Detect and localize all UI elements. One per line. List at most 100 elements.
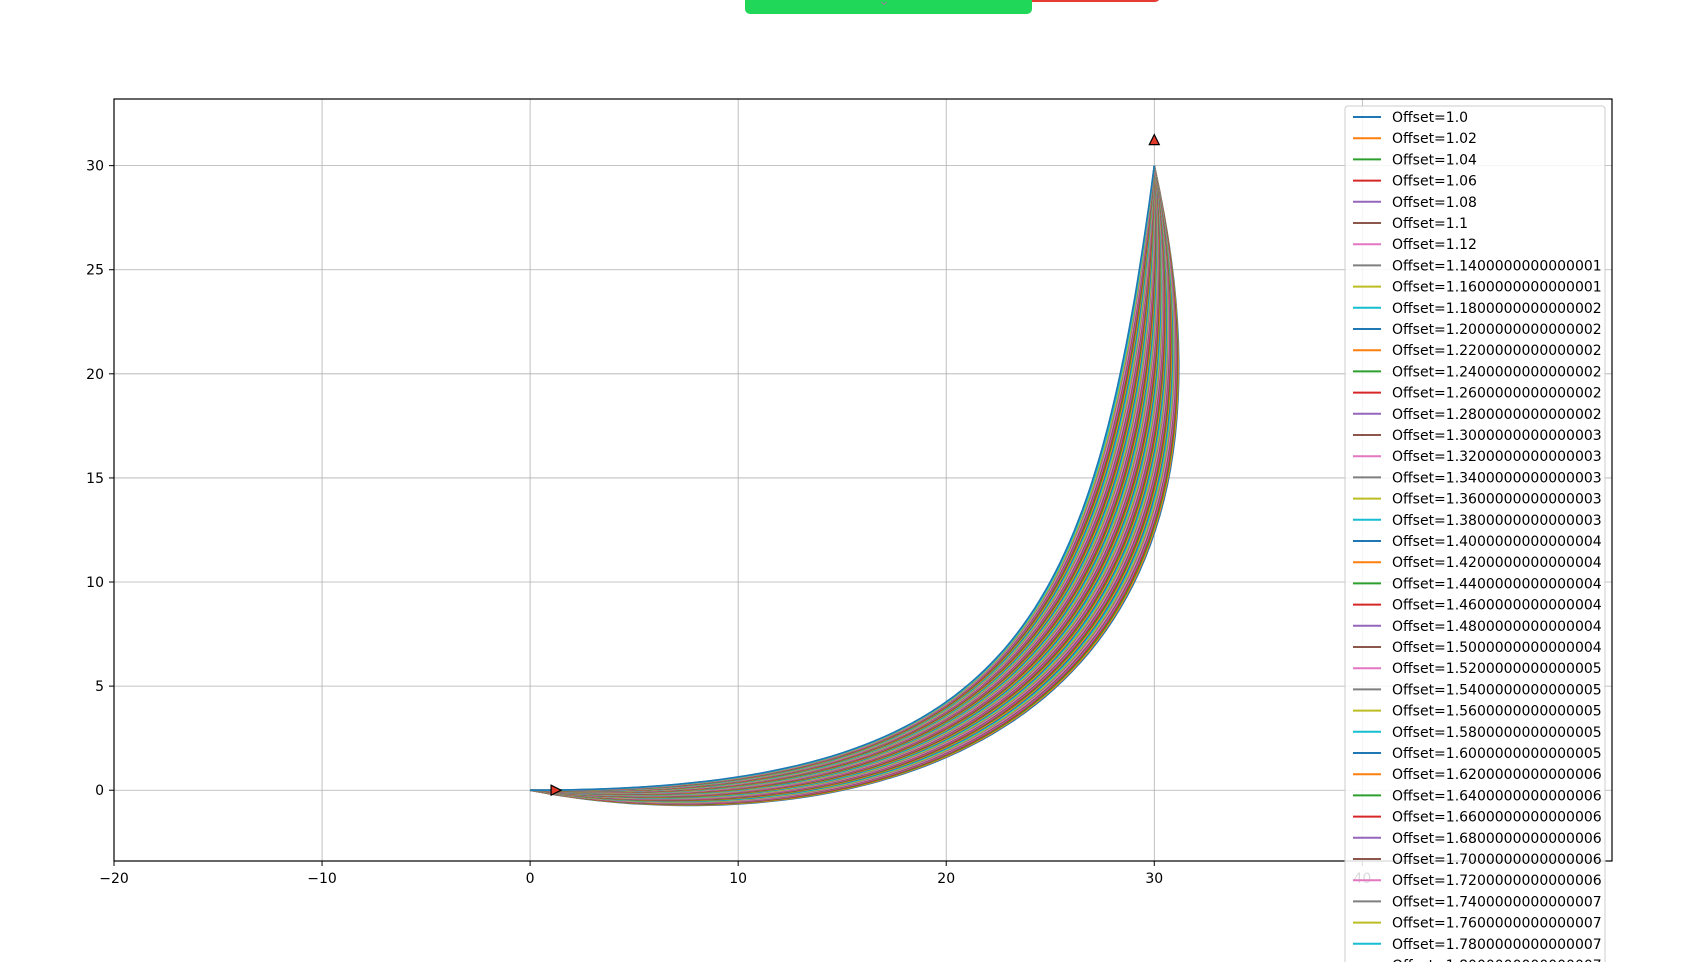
axes-frame bbox=[113, 98, 1613, 862]
series-curves bbox=[529, 165, 1180, 807]
x-axis-ticks: −20−10010203040 bbox=[99, 861, 1371, 887]
legend-label: Offset=1.2800000000000002 bbox=[1392, 407, 1602, 423]
legend-label: Offset=1.5000000000000004 bbox=[1392, 640, 1602, 656]
legend-label: Offset=1.5600000000000005 bbox=[1392, 704, 1602, 720]
series-line bbox=[530, 165, 1164, 797]
series-line bbox=[530, 165, 1156, 792]
series-line bbox=[530, 165, 1158, 794]
x-tick-label: 10 bbox=[729, 871, 747, 887]
legend-label: Offset=1.1800000000000002 bbox=[1392, 301, 1602, 317]
legend-label: Offset=1.6600000000000006 bbox=[1392, 810, 1602, 826]
y-tick-label: 30 bbox=[86, 159, 104, 175]
y-tick-label: 10 bbox=[86, 575, 104, 591]
legend-label: Offset=1.04 bbox=[1392, 152, 1477, 168]
legend-label: Offset=1.4800000000000004 bbox=[1392, 619, 1602, 635]
legend-label: Offset=1.3000000000000003 bbox=[1392, 428, 1602, 444]
series-line bbox=[529, 165, 1172, 801]
series-line bbox=[530, 165, 1163, 797]
endpoint-markers bbox=[550, 133, 1161, 797]
series-line bbox=[530, 165, 1168, 799]
series-line bbox=[530, 165, 1167, 799]
legend-label: Offset=1.1400000000000001 bbox=[1392, 258, 1602, 274]
series-line bbox=[530, 165, 1161, 796]
series-line bbox=[529, 165, 1175, 804]
series-line bbox=[529, 165, 1179, 806]
legend-label: Offset=1.1 bbox=[1392, 216, 1468, 232]
series-line bbox=[530, 165, 1165, 798]
legend-label: Offset=1.3400000000000003 bbox=[1392, 470, 1602, 486]
series-line bbox=[529, 165, 1180, 807]
x-tick-label: 20 bbox=[937, 871, 955, 887]
series-line bbox=[530, 165, 1156, 793]
legend-label: Offset=1.8000000000000007 bbox=[1392, 958, 1602, 962]
legend-label: Offset=1.7400000000000007 bbox=[1392, 894, 1602, 910]
series-line bbox=[530, 165, 1170, 800]
legend-label: Offset=1.3200000000000003 bbox=[1392, 449, 1602, 465]
legend-label: Offset=1.0 bbox=[1392, 110, 1468, 126]
series-line bbox=[530, 165, 1168, 799]
legend-label: Offset=1.6800000000000006 bbox=[1392, 831, 1602, 847]
legend-label: Offset=1.6000000000000005 bbox=[1392, 746, 1602, 762]
legend-label: Offset=1.3800000000000003 bbox=[1392, 513, 1602, 529]
series-line bbox=[530, 165, 1157, 794]
x-tick-label: 0 bbox=[526, 871, 535, 887]
legend-label: Offset=1.06 bbox=[1392, 174, 1477, 190]
y-tick-label: 20 bbox=[86, 367, 104, 383]
legend-label: Offset=1.7000000000000006 bbox=[1392, 852, 1602, 868]
series-line bbox=[529, 165, 1178, 805]
series-line bbox=[530, 165, 1156, 793]
legend-label: Offset=1.08 bbox=[1392, 195, 1477, 211]
window-tab-secondary[interactable] bbox=[1015, 0, 1160, 2]
x-tick-label: −20 bbox=[99, 871, 129, 887]
series-line bbox=[530, 165, 1161, 796]
y-tick-label: 25 bbox=[86, 263, 104, 279]
series-line bbox=[530, 165, 1157, 793]
series-line bbox=[530, 165, 1156, 793]
legend-label: Offset=1.7600000000000007 bbox=[1392, 916, 1602, 932]
window-tab-active[interactable] bbox=[745, 0, 1032, 14]
legend-label: Offset=1.4400000000000004 bbox=[1392, 576, 1602, 592]
legend-label: Offset=1.2600000000000002 bbox=[1392, 386, 1602, 402]
legend-label: Offset=1.02 bbox=[1392, 131, 1477, 147]
legend-label: Offset=1.4000000000000004 bbox=[1392, 534, 1602, 550]
series-line bbox=[530, 165, 1163, 797]
series-line bbox=[529, 165, 1174, 803]
legend-label: Offset=1.12 bbox=[1392, 237, 1477, 253]
series-line bbox=[529, 165, 1176, 804]
legend-label: Offset=1.5800000000000005 bbox=[1392, 725, 1602, 741]
legend-label: Offset=1.4600000000000004 bbox=[1392, 598, 1602, 614]
legend-label: Offset=1.2000000000000002 bbox=[1392, 322, 1602, 338]
series-line bbox=[529, 165, 1173, 802]
series-line bbox=[530, 165, 1156, 793]
series-line bbox=[530, 165, 1167, 799]
series-line bbox=[530, 165, 1162, 796]
y-tick-label: 0 bbox=[95, 783, 104, 799]
legend-label: Offset=1.6200000000000006 bbox=[1392, 767, 1602, 783]
x-tick-label: −10 bbox=[307, 871, 337, 887]
series-line bbox=[529, 165, 1172, 802]
x-tick-label: 30 bbox=[1145, 871, 1163, 887]
y-tick-label: 15 bbox=[86, 471, 104, 487]
series-line bbox=[530, 165, 1169, 800]
series-line bbox=[529, 165, 1177, 805]
series-line bbox=[530, 165, 1164, 797]
series-line bbox=[530, 165, 1156, 793]
series-line bbox=[529, 165, 1173, 802]
y-axis-ticks: 0 5 10 15 20 25 30 bbox=[86, 159, 114, 799]
legend-box bbox=[1344, 105, 1606, 962]
series-line bbox=[530, 165, 1160, 795]
series-line bbox=[530, 165, 1160, 795]
series-line bbox=[530, 165, 1158, 794]
series-line bbox=[530, 165, 1157, 794]
end-arrow bbox=[1148, 133, 1161, 146]
series-line bbox=[530, 165, 1159, 795]
legend-label: Offset=1.5400000000000005 bbox=[1392, 682, 1602, 698]
y-tick-label: 5 bbox=[95, 679, 104, 695]
series-line bbox=[530, 165, 1156, 793]
series-line bbox=[530, 165, 1156, 793]
series-line bbox=[529, 165, 1175, 803]
series-line bbox=[529, 165, 1177, 805]
chevron-down-icon[interactable]: ⌄ bbox=[878, 0, 890, 9]
series-line bbox=[530, 165, 1166, 798]
